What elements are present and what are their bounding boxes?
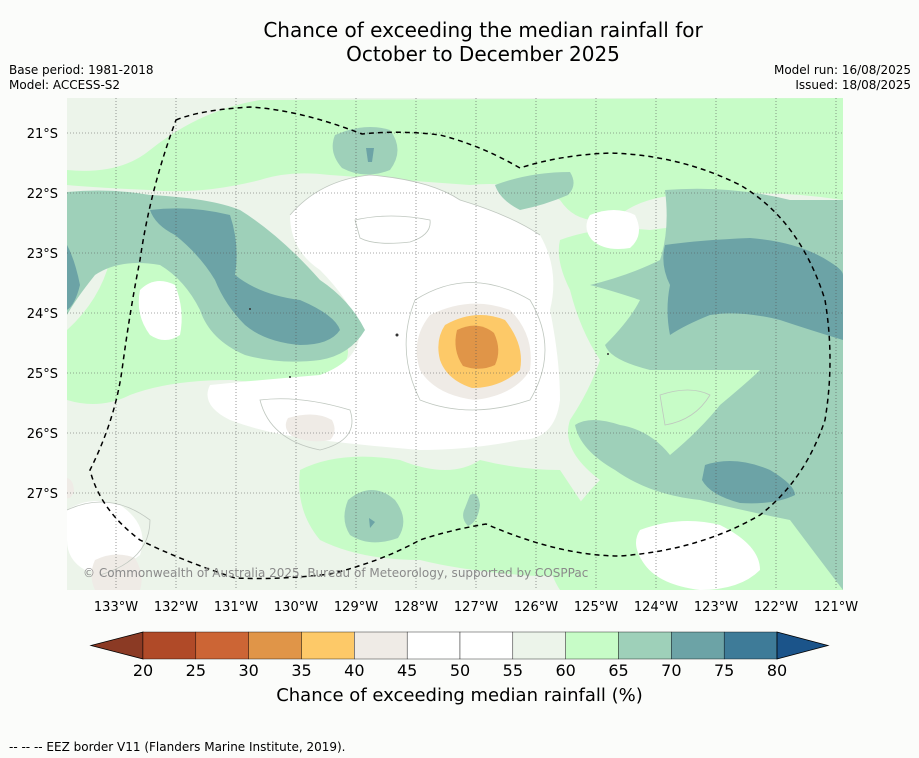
colorbar-segment: [249, 632, 302, 659]
lon-label: 123°W: [694, 600, 738, 615]
colorbar-extend-high: [777, 632, 828, 659]
colorbar-segment: [354, 632, 407, 659]
colorbar-tick-label: 60: [555, 661, 575, 680]
colorbar-extend-low: [91, 632, 143, 659]
colorbar-tick-label: 50: [450, 661, 470, 680]
lat-labels: 21°S 22°S 23°S 24°S 25°S 26°S 27°S: [27, 127, 58, 502]
colorbar-segment: [196, 632, 249, 659]
lon-label: 121°W: [814, 600, 858, 615]
colorbar: 20 25 30 35 40 45 50 55 60 65 70 75 80: [91, 632, 828, 680]
footnote: -- -- -- EEZ border V11 (Flanders Marine…: [9, 740, 346, 754]
colorbar-segment: [671, 632, 724, 659]
lon-label: 124°W: [634, 600, 678, 615]
colorbar-segment: [724, 632, 777, 659]
lat-label: 25°S: [27, 367, 58, 382]
colorbar-tick-label: 25: [186, 661, 206, 680]
zone-65-70-north-patch: [333, 127, 398, 175]
map-figure: © Commonwealth of Australia 2025, Bureau…: [0, 0, 919, 758]
colorbar-tick-label: 40: [344, 661, 364, 680]
colorbar-tick-label: 20: [133, 661, 153, 680]
colorbar-segment: [619, 632, 672, 659]
colorbar-tick-label: 45: [397, 661, 417, 680]
lat-label: 22°S: [27, 187, 58, 202]
copyright-text: © Commonwealth of Australia 2025, Bureau…: [83, 566, 588, 580]
lon-label: 122°W: [754, 600, 798, 615]
colorbar-tick-label: 75: [714, 661, 734, 680]
colorbar-segment: [513, 632, 566, 659]
lon-label: 128°W: [394, 600, 438, 615]
colorbar-segment: [407, 632, 460, 659]
colorbar-tick-label: 30: [238, 661, 258, 680]
lon-label: 127°W: [454, 600, 498, 615]
lon-label: 132°W: [154, 600, 198, 615]
colorbar-tick-label: 70: [661, 661, 681, 680]
lon-label: 131°W: [214, 600, 258, 615]
colorbar-tick-label: 55: [503, 661, 523, 680]
zone-30-35-centre: [455, 326, 498, 369]
colorbar-segment: [566, 632, 619, 659]
lat-label: 26°S: [27, 427, 58, 442]
lat-label: 21°S: [27, 127, 58, 142]
colorbar-segment: [460, 632, 513, 659]
lon-label: 129°W: [334, 600, 378, 615]
colorbar-tick-label: 35: [291, 661, 311, 680]
lon-label: 133°W: [94, 600, 138, 615]
lon-label: 126°W: [514, 600, 558, 615]
colorbar-segment: [302, 632, 355, 659]
lat-label: 24°S: [27, 307, 58, 322]
rainfall-map: [67, 98, 843, 590]
lon-label: 125°W: [574, 600, 618, 615]
lat-label: 27°S: [27, 487, 58, 502]
colorbar-segment: [143, 632, 196, 659]
colorbar-tick-label: 65: [608, 661, 628, 680]
colorbar-tick-label: 80: [767, 661, 787, 680]
lat-label: 23°S: [27, 247, 58, 262]
lon-label: 130°W: [274, 600, 318, 615]
colorbar-label: Chance of exceeding median rainfall (%): [0, 685, 919, 706]
lon-labels: 133°W 132°W 131°W 130°W 129°W 128°W 127°…: [94, 600, 858, 615]
